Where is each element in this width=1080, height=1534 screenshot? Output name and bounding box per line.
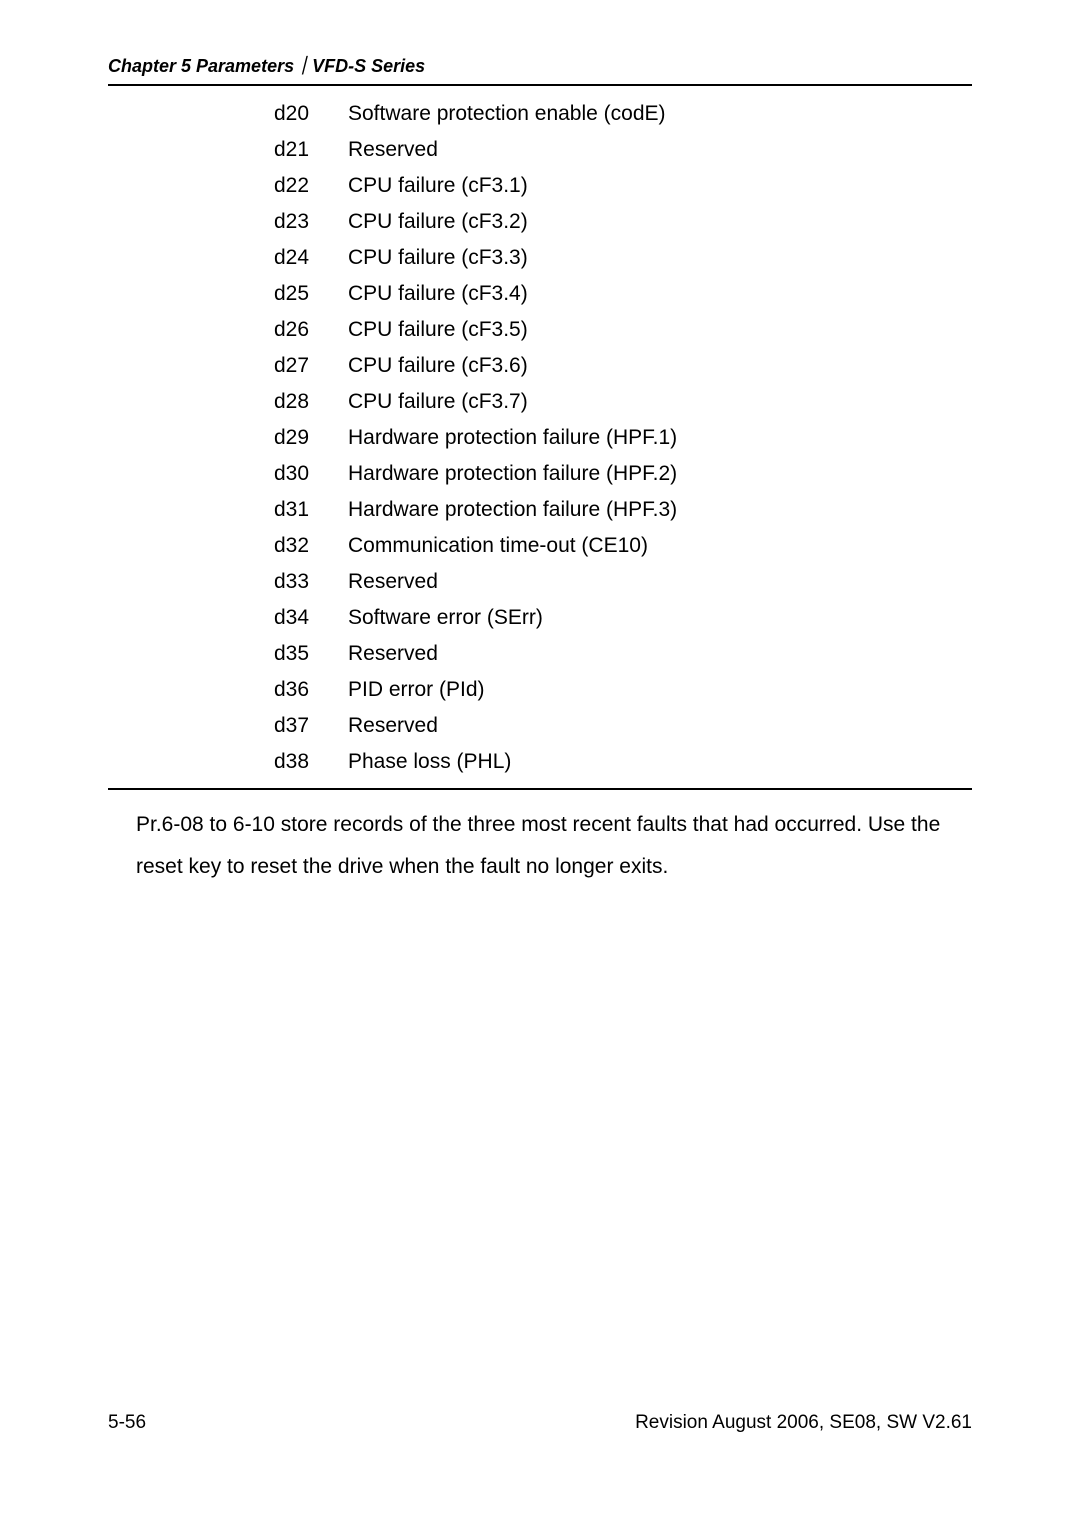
param-code: d28 [274,384,348,420]
param-desc: PID error (PId) [348,672,677,708]
table-row: d24CPU failure (cF3.3) [274,240,677,276]
table-row: d35Reserved [274,636,677,672]
param-code: d25 [274,276,348,312]
body-paragraph: Pr.6-08 to 6-10 store records of the thr… [136,804,972,888]
param-desc: CPU failure (cF3.1) [348,168,677,204]
table-row: d30Hardware protection failure (HPF.2) [274,456,677,492]
param-desc: CPU failure (cF3.7) [348,384,677,420]
param-code: d21 [274,132,348,168]
param-code: d31 [274,492,348,528]
table-row: d34Software error (SErr) [274,600,677,636]
param-code: d36 [274,672,348,708]
page-number: 5-56 [108,1412,146,1434]
table-row: d26CPU failure (cF3.5) [274,312,677,348]
table-row: d25CPU failure (cF3.4) [274,276,677,312]
param-code: d27 [274,348,348,384]
param-desc: Reserved [348,708,677,744]
table-row: d33Reserved [274,564,677,600]
param-code: d35 [274,636,348,672]
param-code: d23 [274,204,348,240]
param-desc: CPU failure (cF3.5) [348,312,677,348]
param-code: d33 [274,564,348,600]
param-desc: Reserved [348,564,677,600]
param-code: d30 [274,456,348,492]
param-code: d34 [274,600,348,636]
table-row: d31Hardware protection failure (HPF.3) [274,492,677,528]
param-desc: Hardware protection failure (HPF.1) [348,420,677,456]
param-code: d38 [274,744,348,780]
table-row: d29Hardware protection failure (HPF.1) [274,420,677,456]
param-desc: CPU failure (cF3.3) [348,240,677,276]
table-row: d38Phase loss (PHL) [274,744,677,780]
param-desc: Hardware protection failure (HPF.3) [348,492,677,528]
param-code: d22 [274,168,348,204]
table-row: d28CPU failure (cF3.7) [274,384,677,420]
table-row: d23CPU failure (cF3.2) [274,204,677,240]
table-row: d27CPU failure (cF3.6) [274,348,677,384]
param-desc: Software error (SErr) [348,600,677,636]
param-code: d24 [274,240,348,276]
param-code: d29 [274,420,348,456]
table-row: d21Reserved [274,132,677,168]
param-code: d32 [274,528,348,564]
table-row: d32Communication time-out (CE10) [274,528,677,564]
param-desc: Reserved [348,636,677,672]
param-desc: Software protection enable (codE) [348,96,677,132]
param-code: d26 [274,312,348,348]
table-row: d22CPU failure (cF3.1) [274,168,677,204]
param-desc: Communication time-out (CE10) [348,528,677,564]
rule-bottom [108,788,972,790]
param-code: d20 [274,96,348,132]
table-row: d37Reserved [274,708,677,744]
rule-top [108,84,972,86]
param-desc: Reserved [348,132,677,168]
param-desc: CPU failure (cF3.2) [348,204,677,240]
param-desc: CPU failure (cF3.4) [348,276,677,312]
chapter-header: Chapter 5 Parameters｜VFD-S Series [108,52,972,78]
parameter-table: d20Software protection enable (codE) d21… [274,96,677,780]
table-row: d20Software protection enable (codE) [274,96,677,132]
page-footer: 5-56 Revision August 2006, SE08, SW V2.6… [108,1412,972,1434]
param-desc: Phase loss (PHL) [348,744,677,780]
document-page: Chapter 5 Parameters｜VFD-S Series d20Sof… [0,0,1080,1534]
param-code: d37 [274,708,348,744]
table-row: d36PID error (PId) [274,672,677,708]
param-desc: CPU failure (cF3.6) [348,348,677,384]
param-desc: Hardware protection failure (HPF.2) [348,456,677,492]
revision-text: Revision August 2006, SE08, SW V2.61 [635,1412,972,1434]
